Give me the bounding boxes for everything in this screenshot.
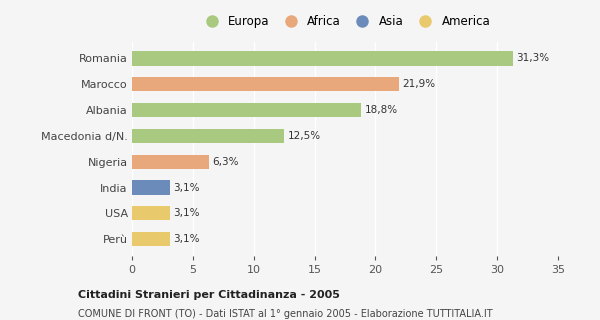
Text: 6,3%: 6,3% [212, 157, 239, 167]
Bar [132, 103, 361, 117]
Text: 21,9%: 21,9% [402, 79, 436, 89]
Text: 18,8%: 18,8% [364, 105, 398, 115]
Bar [132, 206, 170, 220]
Bar [132, 51, 513, 66]
Text: 3,1%: 3,1% [173, 234, 200, 244]
Bar [132, 232, 170, 246]
Bar [132, 129, 284, 143]
Text: Cittadini Stranieri per Cittadinanza - 2005: Cittadini Stranieri per Cittadinanza - 2… [78, 290, 340, 300]
Legend: Europa, Africa, Asia, America: Europa, Africa, Asia, America [200, 15, 490, 28]
Text: 3,1%: 3,1% [173, 208, 200, 218]
Text: 12,5%: 12,5% [288, 131, 321, 141]
Bar [132, 155, 209, 169]
Bar [132, 77, 398, 91]
Bar [132, 180, 170, 195]
Text: 31,3%: 31,3% [517, 53, 550, 63]
Text: 3,1%: 3,1% [173, 182, 200, 193]
Text: COMUNE DI FRONT (TO) - Dati ISTAT al 1° gennaio 2005 - Elaborazione TUTTITALIA.I: COMUNE DI FRONT (TO) - Dati ISTAT al 1° … [78, 309, 493, 319]
